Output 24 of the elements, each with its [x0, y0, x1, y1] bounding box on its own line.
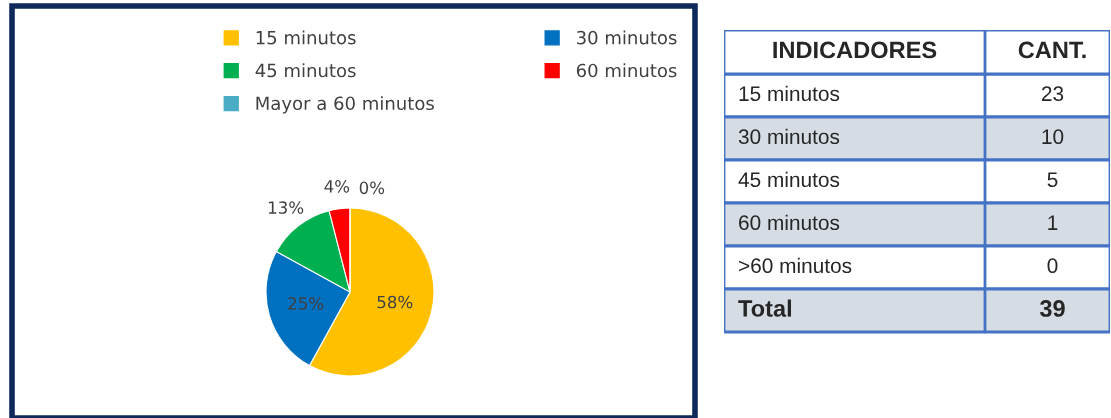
data-label: 10	[1042, 129, 1064, 145]
data-label: 4%	[324, 180, 350, 193]
category-label: Total	[738, 299, 791, 317]
category-label: >60 minutos	[739, 257, 852, 274]
data-label: 39	[1039, 300, 1065, 317]
legend-label: 60 minutos	[576, 63, 677, 78]
data-label: 5	[1047, 172, 1058, 188]
data-label: 13%	[268, 201, 304, 214]
data-label: 1	[1048, 215, 1058, 230]
category-label: 15 minutos	[739, 85, 840, 102]
legend-label: 30 minutos	[577, 30, 677, 45]
category-label: 60 minutos	[739, 214, 840, 231]
legend-label: 45 minutos	[255, 63, 356, 78]
text: INDICADORES	[773, 41, 937, 59]
data-label: 23	[1041, 86, 1064, 102]
data-label: 25%	[288, 297, 324, 310]
legend-label: 15 minutos	[256, 30, 356, 45]
data-label: 58%	[377, 295, 413, 309]
legend-label: Mayor a 60 minutos	[256, 96, 434, 114]
text: CANT.	[1018, 41, 1086, 59]
data-label: 0	[1047, 258, 1058, 274]
text: 0%	[359, 181, 385, 195]
category-label: 45 minutos	[738, 171, 840, 188]
category-label: 30 minutos	[738, 128, 840, 145]
